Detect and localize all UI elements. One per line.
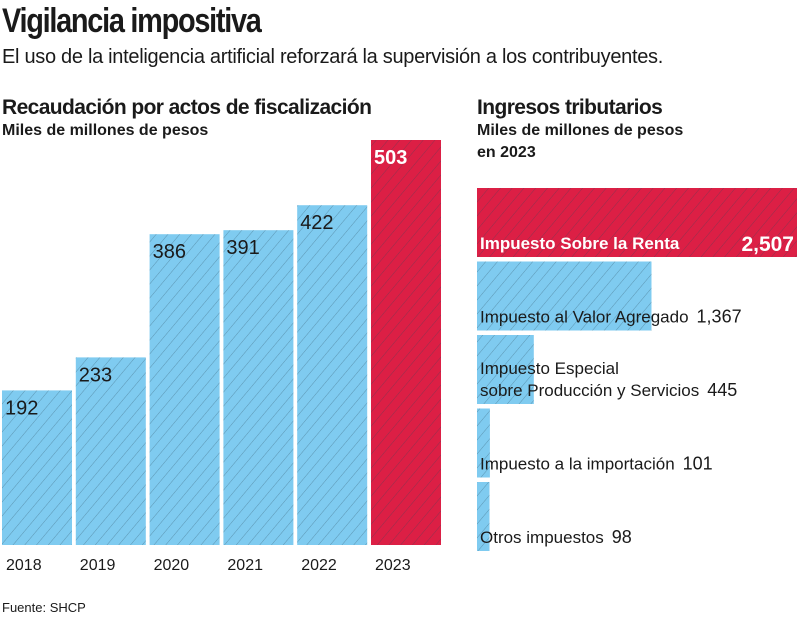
bar-hatch [75, 357, 146, 545]
category-label: Impuesto a la importación [480, 455, 675, 474]
left-chart-subtitle: Miles de millones de pesos [2, 122, 209, 139]
category-label: Impuesto al Valor Agregado [480, 308, 689, 327]
category-label: Otros impuestos [480, 528, 604, 547]
right-chart-subtitle-1: Miles de millones de pesos [477, 122, 684, 139]
value-label: 2,507 [741, 233, 794, 256]
bar-value-label: 192 [5, 397, 38, 419]
right-chart-title: Ingresos tributarios [477, 96, 663, 119]
category-label: Impuesto Especial [480, 359, 619, 378]
x-tick-label: 2022 [301, 557, 337, 574]
page-title: Vigilancia impositiva [2, 2, 262, 40]
value-label: 98 [612, 527, 632, 547]
value-label: 101 [683, 454, 713, 474]
x-tick-label: 2018 [6, 557, 42, 574]
hbar-hatch [477, 482, 490, 551]
category-label: sobre Producción y Servicios [480, 381, 699, 400]
x-tick-label: 2023 [375, 557, 411, 574]
value-label: 1,367 [697, 307, 742, 327]
bar-value-label: 422 [300, 212, 333, 234]
value-label: 445 [707, 380, 737, 400]
bar-hatch [2, 390, 72, 545]
hbar-hatch [477, 188, 797, 257]
bar-hatch [297, 205, 368, 545]
bar-hatch [371, 140, 441, 545]
page-subtitle: El uso de la inteligencia artificial ref… [2, 46, 664, 68]
bar-value-label: 503 [374, 147, 407, 169]
right-chart-subtitle-2: en 2023 [477, 144, 536, 161]
hbar-hatch [477, 335, 534, 404]
bar-value-label: 391 [226, 237, 259, 259]
bar-hatch [149, 234, 220, 545]
bar-hatch [223, 230, 294, 545]
left-chart-title: Recaudación por actos de fiscalización [2, 96, 372, 119]
bar-value-label: 386 [153, 241, 186, 263]
x-tick-label: 2020 [154, 557, 190, 574]
hbar-hatch [477, 261, 652, 331]
bar-value-label: 233 [79, 364, 112, 386]
x-tick-label: 2019 [80, 557, 116, 574]
hbar-hatch [477, 408, 490, 478]
category-label: Impuesto Sobre la Renta [480, 234, 680, 253]
x-tick-label: 2021 [227, 557, 263, 574]
source-note: Fuente: SHCP [2, 600, 86, 615]
